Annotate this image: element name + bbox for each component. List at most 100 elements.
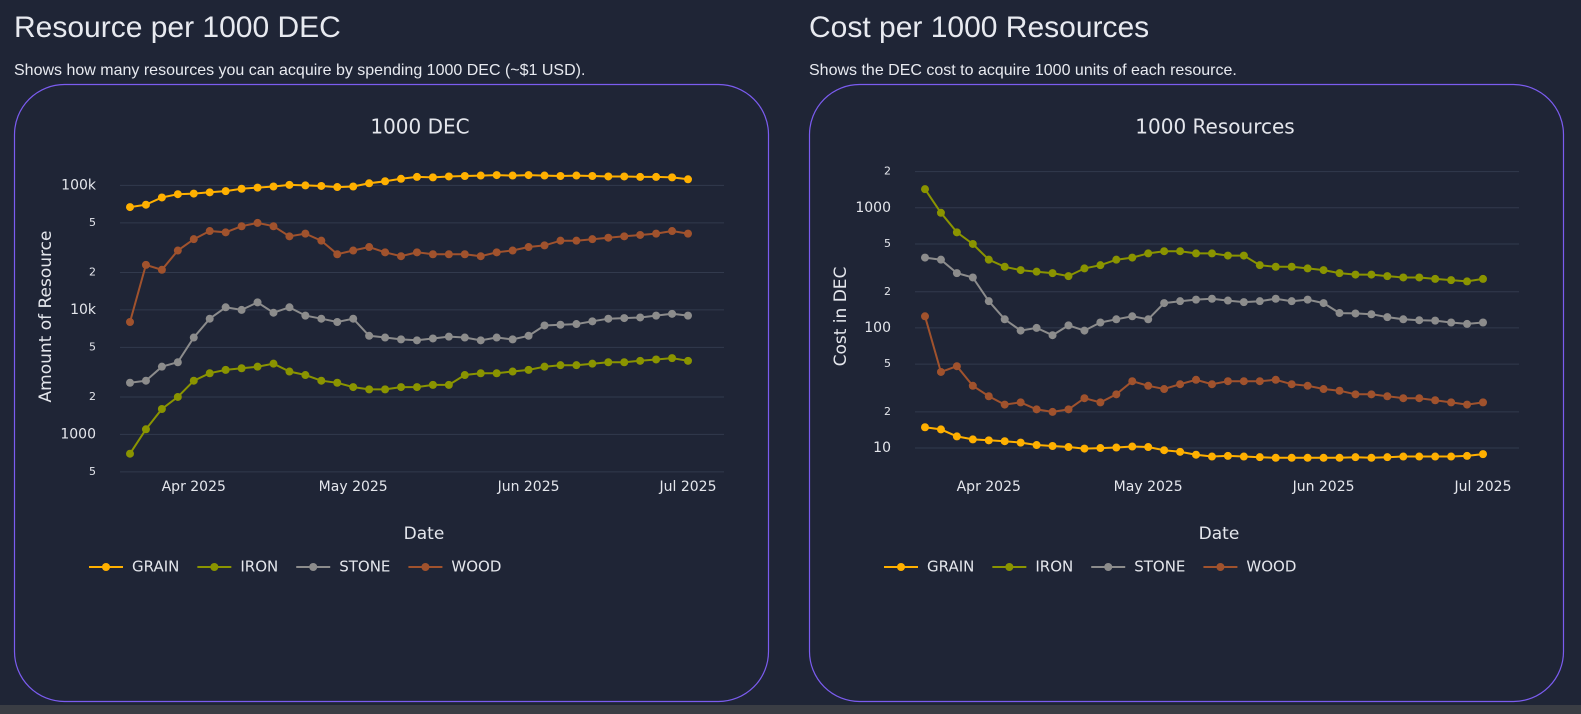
data-point: [381, 333, 390, 342]
data-point: [492, 333, 501, 342]
data-point: [253, 183, 262, 192]
data-point: [1255, 261, 1264, 270]
data-point: [1128, 312, 1137, 321]
data-point: [1080, 326, 1089, 335]
data-point: [126, 203, 134, 212]
data-point: [269, 359, 278, 368]
data-point: [1351, 309, 1360, 318]
data-point: [1431, 316, 1440, 325]
data-point: [221, 187, 230, 196]
data-point: [1351, 390, 1360, 399]
data-point: [668, 354, 677, 363]
data-point: [952, 362, 961, 371]
data-point: [221, 365, 230, 374]
data-point: [1128, 377, 1137, 386]
data-point: [1064, 272, 1073, 281]
data-point: [1319, 453, 1328, 462]
data-point: [588, 317, 597, 326]
data-point: [508, 171, 517, 180]
data-point: [221, 303, 230, 312]
data-point: [1319, 266, 1328, 275]
data-point: [921, 312, 929, 321]
panel-description: Shows how many resources you can acquire…: [14, 62, 585, 79]
data-point: [1239, 377, 1248, 386]
scrollbar: [0, 705, 1581, 714]
data-point: [444, 250, 453, 259]
data-point: [349, 383, 358, 392]
data-point: [269, 308, 278, 317]
data-point: [1223, 296, 1232, 305]
data-point: [636, 230, 645, 239]
data-point: [556, 361, 565, 370]
data-point: [1064, 443, 1073, 452]
data-point: [604, 314, 613, 323]
chart-title: 1000 Resources: [1135, 115, 1294, 139]
data-point: [1128, 253, 1137, 262]
data-point: [1176, 380, 1185, 389]
data-point: [1064, 405, 1073, 414]
data-point: [126, 449, 134, 458]
legend-label: STONE: [339, 558, 390, 576]
data-point: [684, 229, 692, 238]
data-point: [1335, 309, 1344, 318]
data-point: [1319, 299, 1328, 308]
data-point: [952, 432, 961, 441]
data-point: [476, 252, 485, 261]
legend-marker: [1005, 563, 1014, 571]
y-tick-label: 10k: [70, 302, 97, 318]
data-point: [1415, 273, 1424, 282]
data-point: [620, 358, 629, 367]
data-point: [1239, 452, 1248, 461]
x-tick-label: May 2025: [319, 479, 388, 495]
y-tick-label: 1000: [60, 426, 96, 442]
data-point: [173, 358, 182, 367]
data-point: [1176, 247, 1185, 256]
data-point: [333, 317, 342, 326]
data-point: [1207, 249, 1216, 258]
legend-label: GRAIN: [927, 558, 974, 576]
data-point: [492, 369, 501, 378]
legend-label: WOOD: [1246, 558, 1296, 576]
y-axis-title: Cost in DEC: [831, 267, 851, 367]
y-tick-label: 5: [884, 357, 891, 370]
data-point: [1479, 274, 1487, 283]
legend-label: IRON: [240, 558, 278, 576]
data-point: [1399, 315, 1408, 324]
y-tick-label: 10: [873, 440, 891, 456]
data-point: [1383, 272, 1392, 281]
data-point: [652, 311, 661, 320]
data-point: [1112, 315, 1121, 324]
data-point: [1096, 261, 1105, 270]
data-point: [984, 255, 993, 264]
data-point: [157, 405, 166, 414]
data-point: [540, 362, 549, 371]
data-point: [1096, 444, 1105, 453]
data-point: [189, 333, 198, 342]
data-point: [173, 246, 182, 255]
data-point: [684, 175, 692, 184]
data-point: [428, 380, 437, 389]
data-point: [476, 171, 485, 180]
x-axis-title: Date: [404, 524, 445, 544]
data-point: [1144, 443, 1153, 452]
chart-title: 1000 DEC: [370, 115, 469, 139]
data-point: [269, 182, 278, 191]
legend-marker: [102, 563, 110, 571]
data-point: [333, 183, 342, 192]
data-point: [1431, 274, 1440, 283]
data-point: [285, 232, 294, 241]
data-point: [508, 335, 517, 344]
data-point: [1335, 269, 1344, 278]
data-point: [157, 265, 166, 274]
data-point: [968, 273, 977, 282]
data-point: [984, 436, 993, 445]
data-point: [397, 383, 406, 392]
data-point: [1239, 298, 1248, 307]
data-point: [604, 358, 613, 367]
data-point: [1255, 453, 1264, 462]
panel-heading: Cost per 1000 Resources: [809, 11, 1149, 44]
data-point: [1112, 390, 1121, 399]
data-point: [1160, 385, 1169, 394]
data-point: [524, 243, 533, 252]
y-tick-label: 2: [884, 405, 891, 418]
